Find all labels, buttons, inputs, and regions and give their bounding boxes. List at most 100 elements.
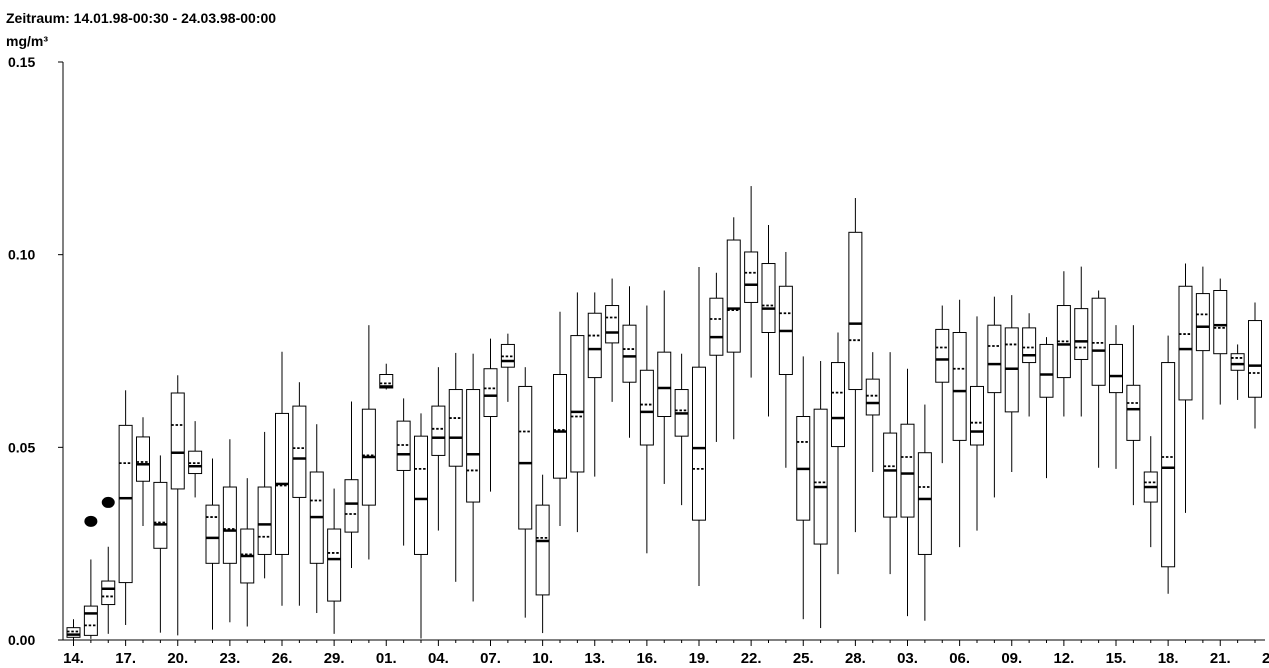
x-tick-label: 14. [63,650,84,667]
box-iqr [553,374,567,479]
box-12. [553,311,567,526]
x-tick-label: 24. [1262,650,1269,667]
box-iqr [709,297,724,356]
chart-title: Zeitraum: 14.01.98-00:30 - 24.03.98-00:0… [6,10,276,26]
box-27b. [831,332,845,575]
box-29. [309,424,324,614]
box-18b. [1161,335,1176,594]
y-tick-label: 0.10 [8,247,35,263]
box-18. [136,417,150,526]
box-21. [709,272,724,442]
x-tick-label: 19. [689,650,710,667]
box-23. [744,186,759,378]
box-iqr [1039,343,1054,398]
box-09. [500,333,515,402]
box-25. [240,478,255,627]
box-13. [570,292,585,533]
box-iqr [170,392,185,490]
box-iqr [205,504,220,564]
box-16. [101,496,116,634]
x-tick-label: 12. [1053,650,1074,667]
box-20. [692,266,706,587]
box-iqr [865,378,880,416]
box-iqr [431,405,446,456]
x-tick-label: 25. [793,650,814,667]
box-12b. [1056,271,1071,417]
box-iqr [101,580,116,606]
box-iqr [605,305,620,344]
box-22b. [1230,344,1245,400]
box-02b. [900,368,915,617]
box-13b. [1074,266,1089,417]
box-08. [483,338,498,492]
box-19b. [1178,263,1193,513]
box-09b. [1004,295,1019,472]
x-tick-label: 03. [897,650,918,667]
box-iqr [1074,308,1089,360]
box-iqr [1213,290,1228,355]
box-31. [344,401,359,568]
box-iqr [118,424,133,584]
box-iqr [66,627,81,638]
box-14. [66,619,81,640]
box-iqr [1178,285,1193,401]
box-14. [587,292,602,477]
x-tick-label: 18. [1158,650,1179,667]
x-tick-label: 16. [636,650,657,667]
x-axis-ticks: 14. 17. 20. 23. 26. 29. 01. 04. 07. 10. 13. 16. 19. 2… [63,640,1269,667]
box-23b. [1248,302,1262,429]
x-tick-label: 06. [949,650,970,667]
box-20b. [1195,266,1210,420]
box-iqr [344,479,359,533]
box-iqr [726,239,741,353]
box-iqr [970,385,984,446]
box-25b. [796,356,811,620]
box-iqr [848,231,863,391]
box-07b. [970,316,984,531]
x-tick-label: 28. [845,650,866,667]
box-iqr [153,481,168,549]
box-iqr [414,435,428,555]
box-21. [188,421,203,498]
box-iqr [587,312,602,379]
x-tick-label: 01. [376,650,397,667]
box-19. [674,353,689,506]
box-iqr [570,335,585,473]
box-iqr [900,423,915,518]
box-11. [535,474,550,634]
box-24. [222,439,237,623]
box-27. [275,351,289,606]
x-tick-label: 20. [167,650,188,667]
x-tick-label: 15. [1106,650,1127,667]
box-19. [153,455,168,633]
box-18. [657,290,672,484]
box-iqr [83,605,98,636]
box-22. [726,217,741,440]
box-iqr [935,328,950,383]
box-21b. [1213,278,1228,405]
box-iqr [622,324,637,383]
box-iqr [535,504,550,596]
x-tick-label: 21. [1210,650,1231,667]
x-tick-label: 13. [584,650,605,667]
box-iqr [222,486,237,564]
box-iqr [813,408,828,545]
x-tick-label: 09. [1001,650,1022,667]
box-iqr [466,389,481,503]
box-04. [414,413,428,639]
box-08b. [987,296,1002,498]
boxes-layer [66,186,1262,640]
box-10. [518,367,533,618]
box-05. [431,367,446,531]
box-17. [639,305,654,554]
box-30. [327,488,342,634]
box-iqr [1195,293,1210,352]
box-03b. [917,404,932,621]
box-iqr [136,436,150,482]
box-25. [778,251,793,468]
box-28b. [848,198,863,533]
box-20. [170,375,185,636]
y-axis-ticks: 0.15 0.10 0.05 0.00 [8,54,63,648]
x-tick-label: 04. [428,650,449,667]
